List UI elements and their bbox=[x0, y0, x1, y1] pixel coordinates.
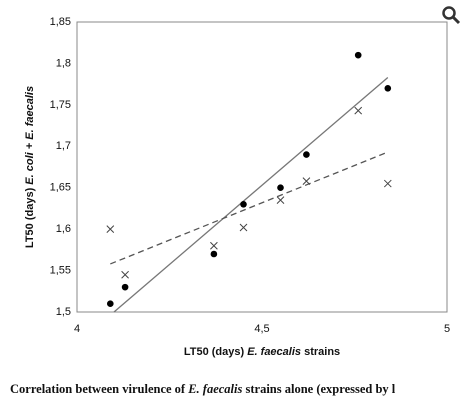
caption: Correlation between virulence of E. faec… bbox=[10, 382, 395, 397]
x-tick-label: 4 bbox=[74, 323, 80, 335]
data-point bbox=[239, 223, 248, 232]
y-tick-label: 1,5 bbox=[56, 306, 71, 318]
x-label-text: strains bbox=[301, 346, 340, 358]
data-point bbox=[240, 200, 247, 208]
x-axis-label: LT50 (days) E. faecalis strains bbox=[184, 346, 340, 358]
y-label-text: LT50 (days) bbox=[24, 185, 36, 248]
data-point bbox=[383, 179, 392, 188]
y-tick-label: 1,85 bbox=[50, 16, 71, 28]
x-tick-label: 4,5 bbox=[254, 323, 269, 335]
caption-text: strains alone (expressed by l bbox=[242, 382, 396, 396]
x-label-text: LT50 (days) bbox=[184, 346, 247, 358]
y-axis-label: LT50 (days) E. coli + E. faecalis bbox=[24, 86, 36, 248]
y-tick-label: 1,6 bbox=[56, 223, 71, 235]
data-point bbox=[276, 196, 285, 204]
data-point bbox=[384, 84, 392, 92]
data-point bbox=[354, 106, 363, 115]
data-point bbox=[210, 241, 218, 250]
y-tick-label: 1,8 bbox=[56, 57, 71, 69]
chart: LT50 (days) E. faecalis strains LT50 (da… bbox=[24, 6, 461, 358]
data-point bbox=[121, 270, 129, 279]
caption-text: Correlation between virulence of bbox=[10, 382, 189, 396]
y-tick-label: 1,55 bbox=[50, 264, 71, 276]
y-tick-label: 1,75 bbox=[50, 99, 71, 111]
zoom-icon bbox=[442, 6, 461, 25]
data-point bbox=[303, 151, 310, 158]
caption-text: E. faecalis bbox=[188, 382, 243, 396]
data-point bbox=[277, 184, 284, 192]
data-point bbox=[354, 51, 362, 59]
y-tick-label: 1,7 bbox=[56, 140, 71, 152]
data-point bbox=[302, 177, 311, 185]
data-point bbox=[107, 300, 114, 308]
y-tick-label: 1,65 bbox=[50, 182, 71, 194]
trend-line bbox=[113, 77, 389, 313]
y-label-text: E. coli + E. faecalis bbox=[24, 86, 36, 185]
plot-frame bbox=[76, 21, 448, 313]
data-point bbox=[210, 250, 218, 258]
x-tick-label: 5 bbox=[444, 323, 450, 335]
x-label-text: E. faecalis bbox=[247, 346, 301, 358]
data-point bbox=[106, 225, 115, 233]
data-point bbox=[121, 283, 129, 291]
